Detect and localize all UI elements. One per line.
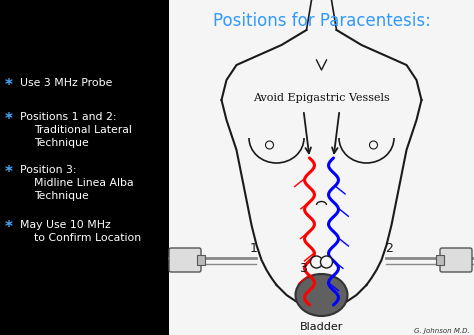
Text: Midline Linea Alba: Midline Linea Alba [34,178,134,188]
Text: Position 3:: Position 3: [20,165,76,175]
Text: Bladder: Bladder [300,322,343,332]
Text: *: * [5,112,13,127]
Ellipse shape [295,274,347,316]
Text: May Use 10 MHz: May Use 10 MHz [20,220,111,230]
Text: Traditional Lateral: Traditional Lateral [34,125,132,135]
Text: Technique: Technique [34,191,89,201]
Text: *: * [5,165,13,180]
Text: G. Johnson M.D.: G. Johnson M.D. [414,328,470,334]
Bar [197,255,205,265]
Text: Positions 1 and 2:: Positions 1 and 2: [20,112,117,122]
Text: Positions for Paracentesis:: Positions for Paracentesis: [212,12,430,30]
Text: *: * [5,220,13,235]
FancyBboxPatch shape [169,248,201,272]
FancyBboxPatch shape [440,248,472,272]
Text: 2: 2 [385,242,393,255]
Text: to Confirm Location: to Confirm Location [34,233,141,243]
Bar [436,255,444,265]
Text: *: * [5,78,13,93]
Text: Technique: Technique [34,138,89,148]
Text: Avoid Epigastric Vessels: Avoid Epigastric Vessels [253,93,390,103]
Text: 1: 1 [250,242,257,255]
Circle shape [320,256,332,268]
Bar [169,0,474,335]
Text: 3: 3 [300,262,308,274]
Text: Use 3 MHz Probe: Use 3 MHz Probe [20,78,112,88]
Circle shape [310,256,322,268]
